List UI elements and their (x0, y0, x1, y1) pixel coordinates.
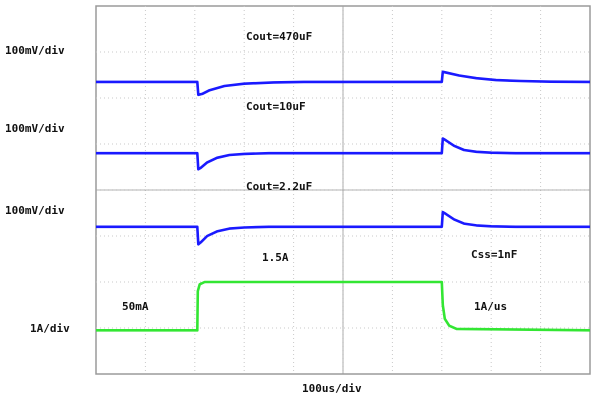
trace-cout-10uf (96, 137, 590, 171)
trace-cout-2-2uf (96, 210, 590, 246)
x-axis-label: 100us/div (302, 382, 362, 395)
scale-label-10uF: 100mV/div (5, 122, 65, 135)
grid (96, 6, 590, 374)
annotation-slew: 1A/us (474, 300, 507, 313)
scale-label-current: 1A/div (30, 322, 70, 335)
scale-label-2.2uF: 100mV/div (5, 204, 65, 217)
annotation-current-low: 50mA (122, 300, 149, 313)
trace-load-current (96, 280, 591, 332)
annotation-cout-10uf: Cout=10uF (246, 100, 306, 113)
scale-label-470uF: 100mV/div (5, 44, 65, 57)
trace-cout-470uf (96, 70, 591, 97)
annotation-css: Css=1nF (471, 248, 517, 261)
traces (96, 70, 591, 332)
annotation-cout-470uf: Cout=470uF (246, 30, 312, 43)
annotation-current-high: 1.5A (262, 251, 289, 264)
annotation-cout-2.2uf: Cout=2.2uF (246, 180, 312, 193)
